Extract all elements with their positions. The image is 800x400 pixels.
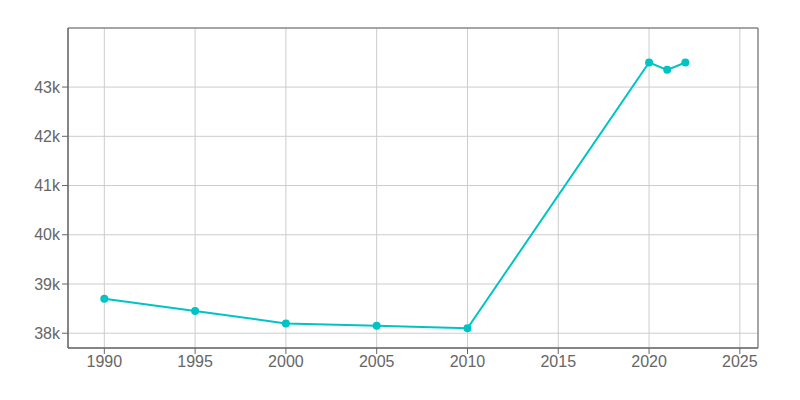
svg-text:2020: 2020 — [631, 353, 667, 370]
svg-text:1995: 1995 — [177, 353, 213, 370]
svg-text:2005: 2005 — [359, 353, 395, 370]
svg-text:40k: 40k — [34, 226, 61, 243]
svg-text:2000: 2000 — [268, 353, 304, 370]
svg-text:41k: 41k — [34, 177, 61, 194]
svg-text:38k: 38k — [34, 325, 61, 342]
svg-text:1990: 1990 — [87, 353, 123, 370]
svg-text:43k: 43k — [34, 79, 61, 96]
svg-text:2025: 2025 — [722, 353, 758, 370]
svg-text:39k: 39k — [34, 276, 61, 293]
svg-text:2010: 2010 — [450, 353, 486, 370]
svg-text:42k: 42k — [34, 128, 61, 145]
svg-text:2015: 2015 — [540, 353, 576, 370]
